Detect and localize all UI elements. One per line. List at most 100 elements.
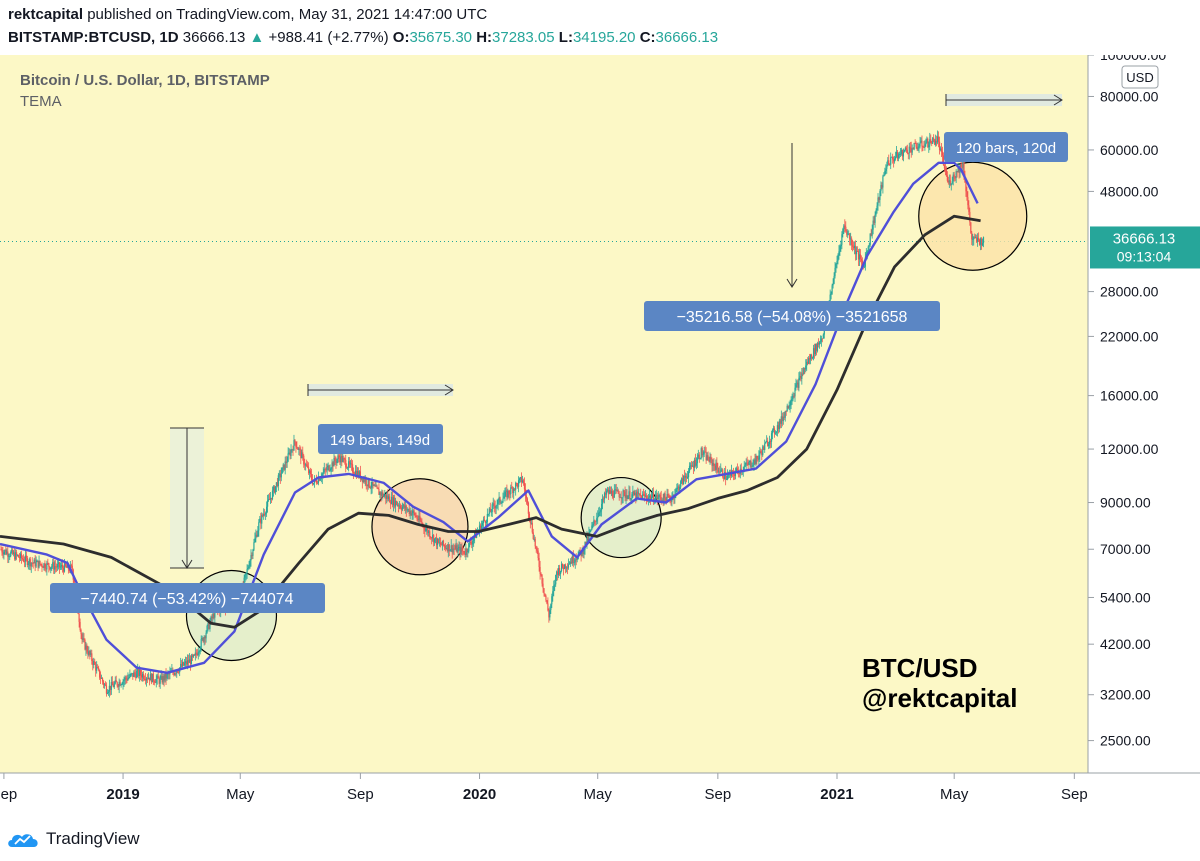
candle-down [783,416,785,418]
candle-up [631,494,633,499]
tema-fast-line[interactable] [0,161,979,674]
candle-up [190,655,193,665]
candle-up [329,470,331,471]
candle-down [711,459,713,466]
candle-up [661,499,663,501]
candle-down [116,682,118,686]
candle-down [559,568,561,575]
plot-background [0,55,1088,773]
candle-down [318,477,320,481]
candle-up [354,470,357,475]
candle-down [134,672,136,674]
candle-up [887,160,889,166]
candle-up [498,497,500,500]
range-label-2021-drawdown[interactable] [644,301,940,331]
candle-down [637,491,639,495]
candle-up [38,560,40,568]
candle-down [641,495,643,500]
x-tick-label: 2021 [820,786,853,803]
candle-down [343,457,345,459]
candle-down [626,495,628,500]
candle-down [97,667,99,669]
highlight-circle-2021[interactable] [918,161,1028,271]
candle-up [122,680,124,685]
candle-up [753,459,755,466]
candle-down [204,636,206,639]
chart-area[interactable]: 2500.00 3200.00 4200.00 5400.00 7000.00 9000.… [0,47,1200,815]
range-label-text: −7440.74 (−53.42%) −744074 [80,591,293,608]
candle-down [527,502,529,514]
range-label-120-bars[interactable] [944,132,1068,162]
candle-up [496,504,498,506]
candle-up [145,678,148,681]
candle-down [84,639,86,650]
candle-down [861,260,863,265]
candle-down [767,440,769,446]
candle-up [176,671,178,674]
candle-down [307,466,309,468]
candle-up [883,175,885,177]
candle-down [463,551,465,554]
candle-down [437,539,440,543]
candle-down [363,478,365,482]
candle-up [19,553,22,559]
candle-down [821,338,823,340]
candle-up [452,548,454,553]
candle-up [362,478,364,483]
candle-down [289,452,291,456]
candle-down [389,496,391,503]
candle-down [923,147,925,148]
tema-slow-line[interactable] [0,214,981,629]
candle-down [89,650,91,655]
candle-down [595,520,597,522]
candle-down [95,664,97,671]
y-tick-label: 22000.00 [1100,328,1159,344]
candle-up [630,498,632,500]
candle-up [166,673,168,679]
candle-up [16,555,19,556]
high-value: 37283.05 [492,29,555,46]
range-arrow-head [444,384,454,396]
candle-down [649,495,652,500]
candle-up [447,544,449,552]
candle-up [333,458,335,467]
candle-down [185,661,188,665]
candle-down [453,548,455,550]
range-label-2019-drawdown[interactable] [50,583,325,613]
candle-up [347,467,349,469]
candle-down [756,455,758,459]
candle-up [375,485,377,487]
candle-down [98,668,100,670]
candle-up [758,455,760,460]
candle-down [942,155,945,166]
candle-up [312,483,315,485]
candle-down [725,471,727,480]
candle-up [43,563,45,568]
candle-up [259,518,261,523]
candle-up [820,338,822,342]
price-chart[interactable]: 2500.00 3200.00 4200.00 5400.00 7000.00 9000.… [0,47,1200,815]
candle-down [846,231,848,235]
footer-brand[interactable]: TradingView [6,824,140,854]
candle-up [891,156,893,158]
currency-button[interactable] [1121,65,1159,89]
candle-up [63,563,66,572]
author-name[interactable]: rektcapital [8,6,84,23]
candle-down [439,542,442,545]
candle-down [548,610,550,618]
candle-up [282,464,284,468]
candle-up [120,684,122,686]
candle-up [319,478,321,481]
candle-up [759,451,761,456]
candle-down [153,680,155,683]
candle-up [521,480,524,483]
candle-down [664,493,666,498]
candle-up [794,387,796,397]
range-label-149-bars[interactable] [318,424,443,454]
candle-up [796,382,798,385]
candle-down [405,505,407,511]
candle-up [82,638,84,640]
candle-down [112,685,114,688]
candle-up [632,491,634,495]
candle-down [31,562,33,564]
